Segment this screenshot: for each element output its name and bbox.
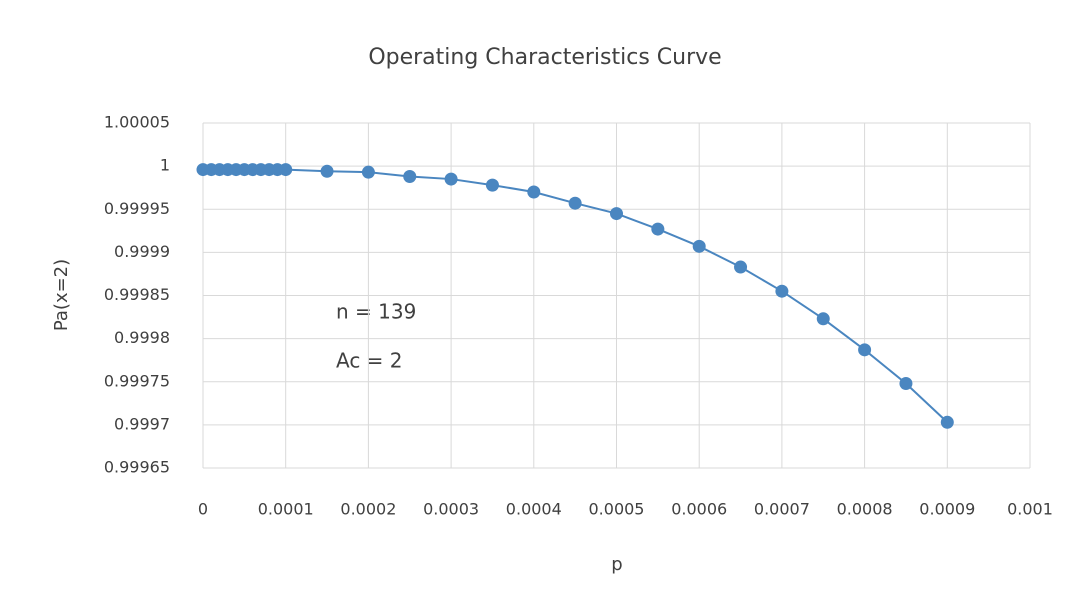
data-point — [569, 197, 582, 210]
data-point — [610, 207, 623, 220]
y-tick-label: 0.99975 — [104, 371, 170, 390]
data-point — [858, 343, 871, 356]
x-tick-label: 0.0004 — [506, 500, 562, 519]
x-tick-label: 0 — [198, 500, 208, 519]
data-point — [693, 240, 706, 253]
x-axis-label: p — [611, 554, 622, 575]
data-point — [899, 377, 912, 390]
y-tick-label: 1.00005 — [104, 113, 170, 132]
y-tick-label: 1 — [160, 156, 170, 175]
data-point — [486, 179, 499, 192]
y-tick-label: 0.9998 — [114, 328, 170, 347]
data-point — [651, 223, 664, 236]
chart-title: Operating Characteristics Curve — [368, 45, 721, 70]
y-tick-label: 0.99965 — [104, 458, 170, 477]
data-point — [279, 163, 292, 176]
x-tick-label: 0.0003 — [423, 500, 479, 519]
x-tick-label: 0.0006 — [671, 500, 727, 519]
data-point — [403, 170, 416, 183]
y-tick-label: 0.99985 — [104, 285, 170, 304]
data-point — [941, 416, 954, 429]
y-tick-label: 0.9997 — [114, 414, 170, 433]
x-tick-label: 0.0009 — [919, 500, 975, 519]
data-point — [775, 285, 788, 298]
annotation: n = 139 — [336, 300, 416, 324]
annotation: Ac = 2 — [336, 349, 403, 373]
x-tick-label: 0.0007 — [754, 500, 810, 519]
data-point — [362, 166, 375, 179]
data-point — [527, 186, 540, 199]
data-point — [445, 173, 458, 186]
y-tick-label: 0.9999 — [114, 242, 170, 261]
y-axis-label: Pa(x=2) — [51, 259, 72, 331]
chart: Operating Characteristics Curve p Pa(x=2… — [0, 0, 1081, 608]
data-point — [321, 165, 334, 178]
x-tick-label: 0.0001 — [258, 500, 314, 519]
x-tick-label: 0.001 — [1007, 500, 1053, 519]
x-tick-label: 0.0008 — [837, 500, 893, 519]
data-point — [734, 261, 747, 274]
y-tick-label: 0.99995 — [104, 199, 170, 218]
x-tick-label: 0.0005 — [589, 500, 645, 519]
x-tick-label: 0.0002 — [340, 500, 396, 519]
data-point — [817, 312, 830, 325]
